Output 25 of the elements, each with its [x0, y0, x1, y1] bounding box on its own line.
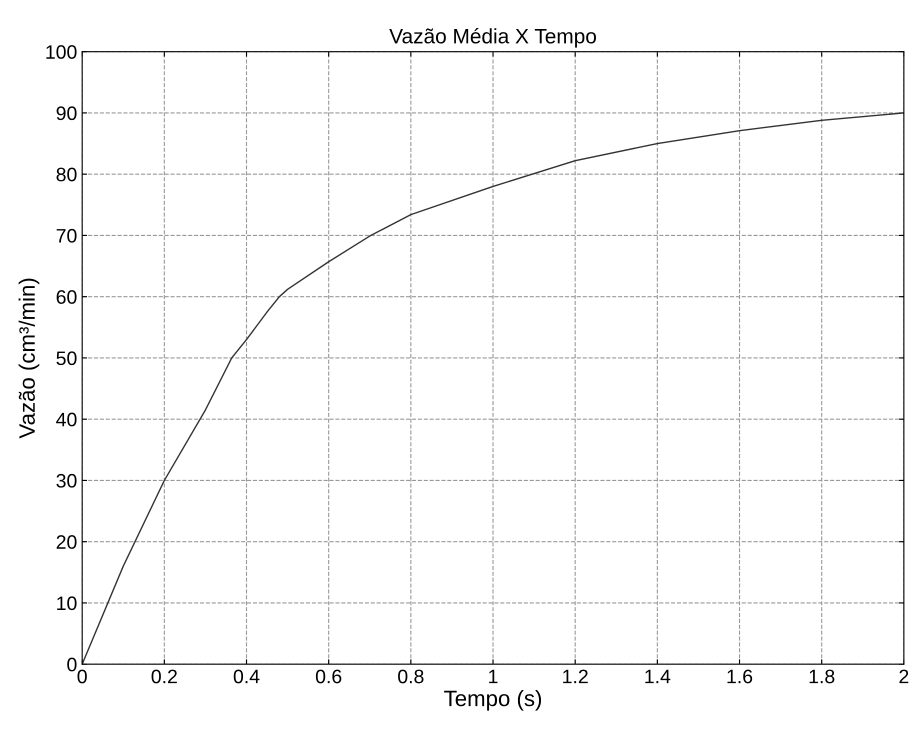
y-tick-label: 10 [57, 596, 77, 610]
x-axis-title: Tempo (s) [444, 690, 542, 711]
x-tick-label: 0.8 [398, 670, 424, 684]
y-tick-label: 60 [56, 290, 77, 304]
x-tick-label: 0 [78, 670, 87, 684]
x-tick-label: 1 [489, 670, 498, 684]
x-tick-label: 1.8 [810, 670, 834, 684]
x-tick-label: 0.2 [152, 670, 177, 684]
y-tick-label: 20 [56, 535, 77, 549]
y-tick-label: 80 [56, 168, 77, 182]
y-tick-label: 40 [56, 412, 77, 426]
x-tick-label: 0.6 [316, 670, 342, 684]
y-tick-label: 50 [56, 351, 77, 366]
x-tick-label: 1.6 [728, 670, 752, 684]
x-tick-label: 0.4 [234, 670, 260, 684]
x-tick-label: 2 [899, 670, 908, 684]
y-tick-label: 30 [56, 474, 77, 488]
x-tick-label: 1.2 [563, 670, 588, 684]
x-tick-label: 1.4 [645, 670, 670, 684]
y-tick-label: 0 [67, 658, 77, 672]
y-tick-label: 90 [56, 106, 77, 120]
y-axis-title: Vazão (cm³/min) [18, 278, 40, 439]
y-tick-label: 100 [46, 45, 77, 59]
y-tick-label: 70 [56, 228, 77, 243]
chart-title: Vazão Média X Tempo [389, 28, 596, 48]
